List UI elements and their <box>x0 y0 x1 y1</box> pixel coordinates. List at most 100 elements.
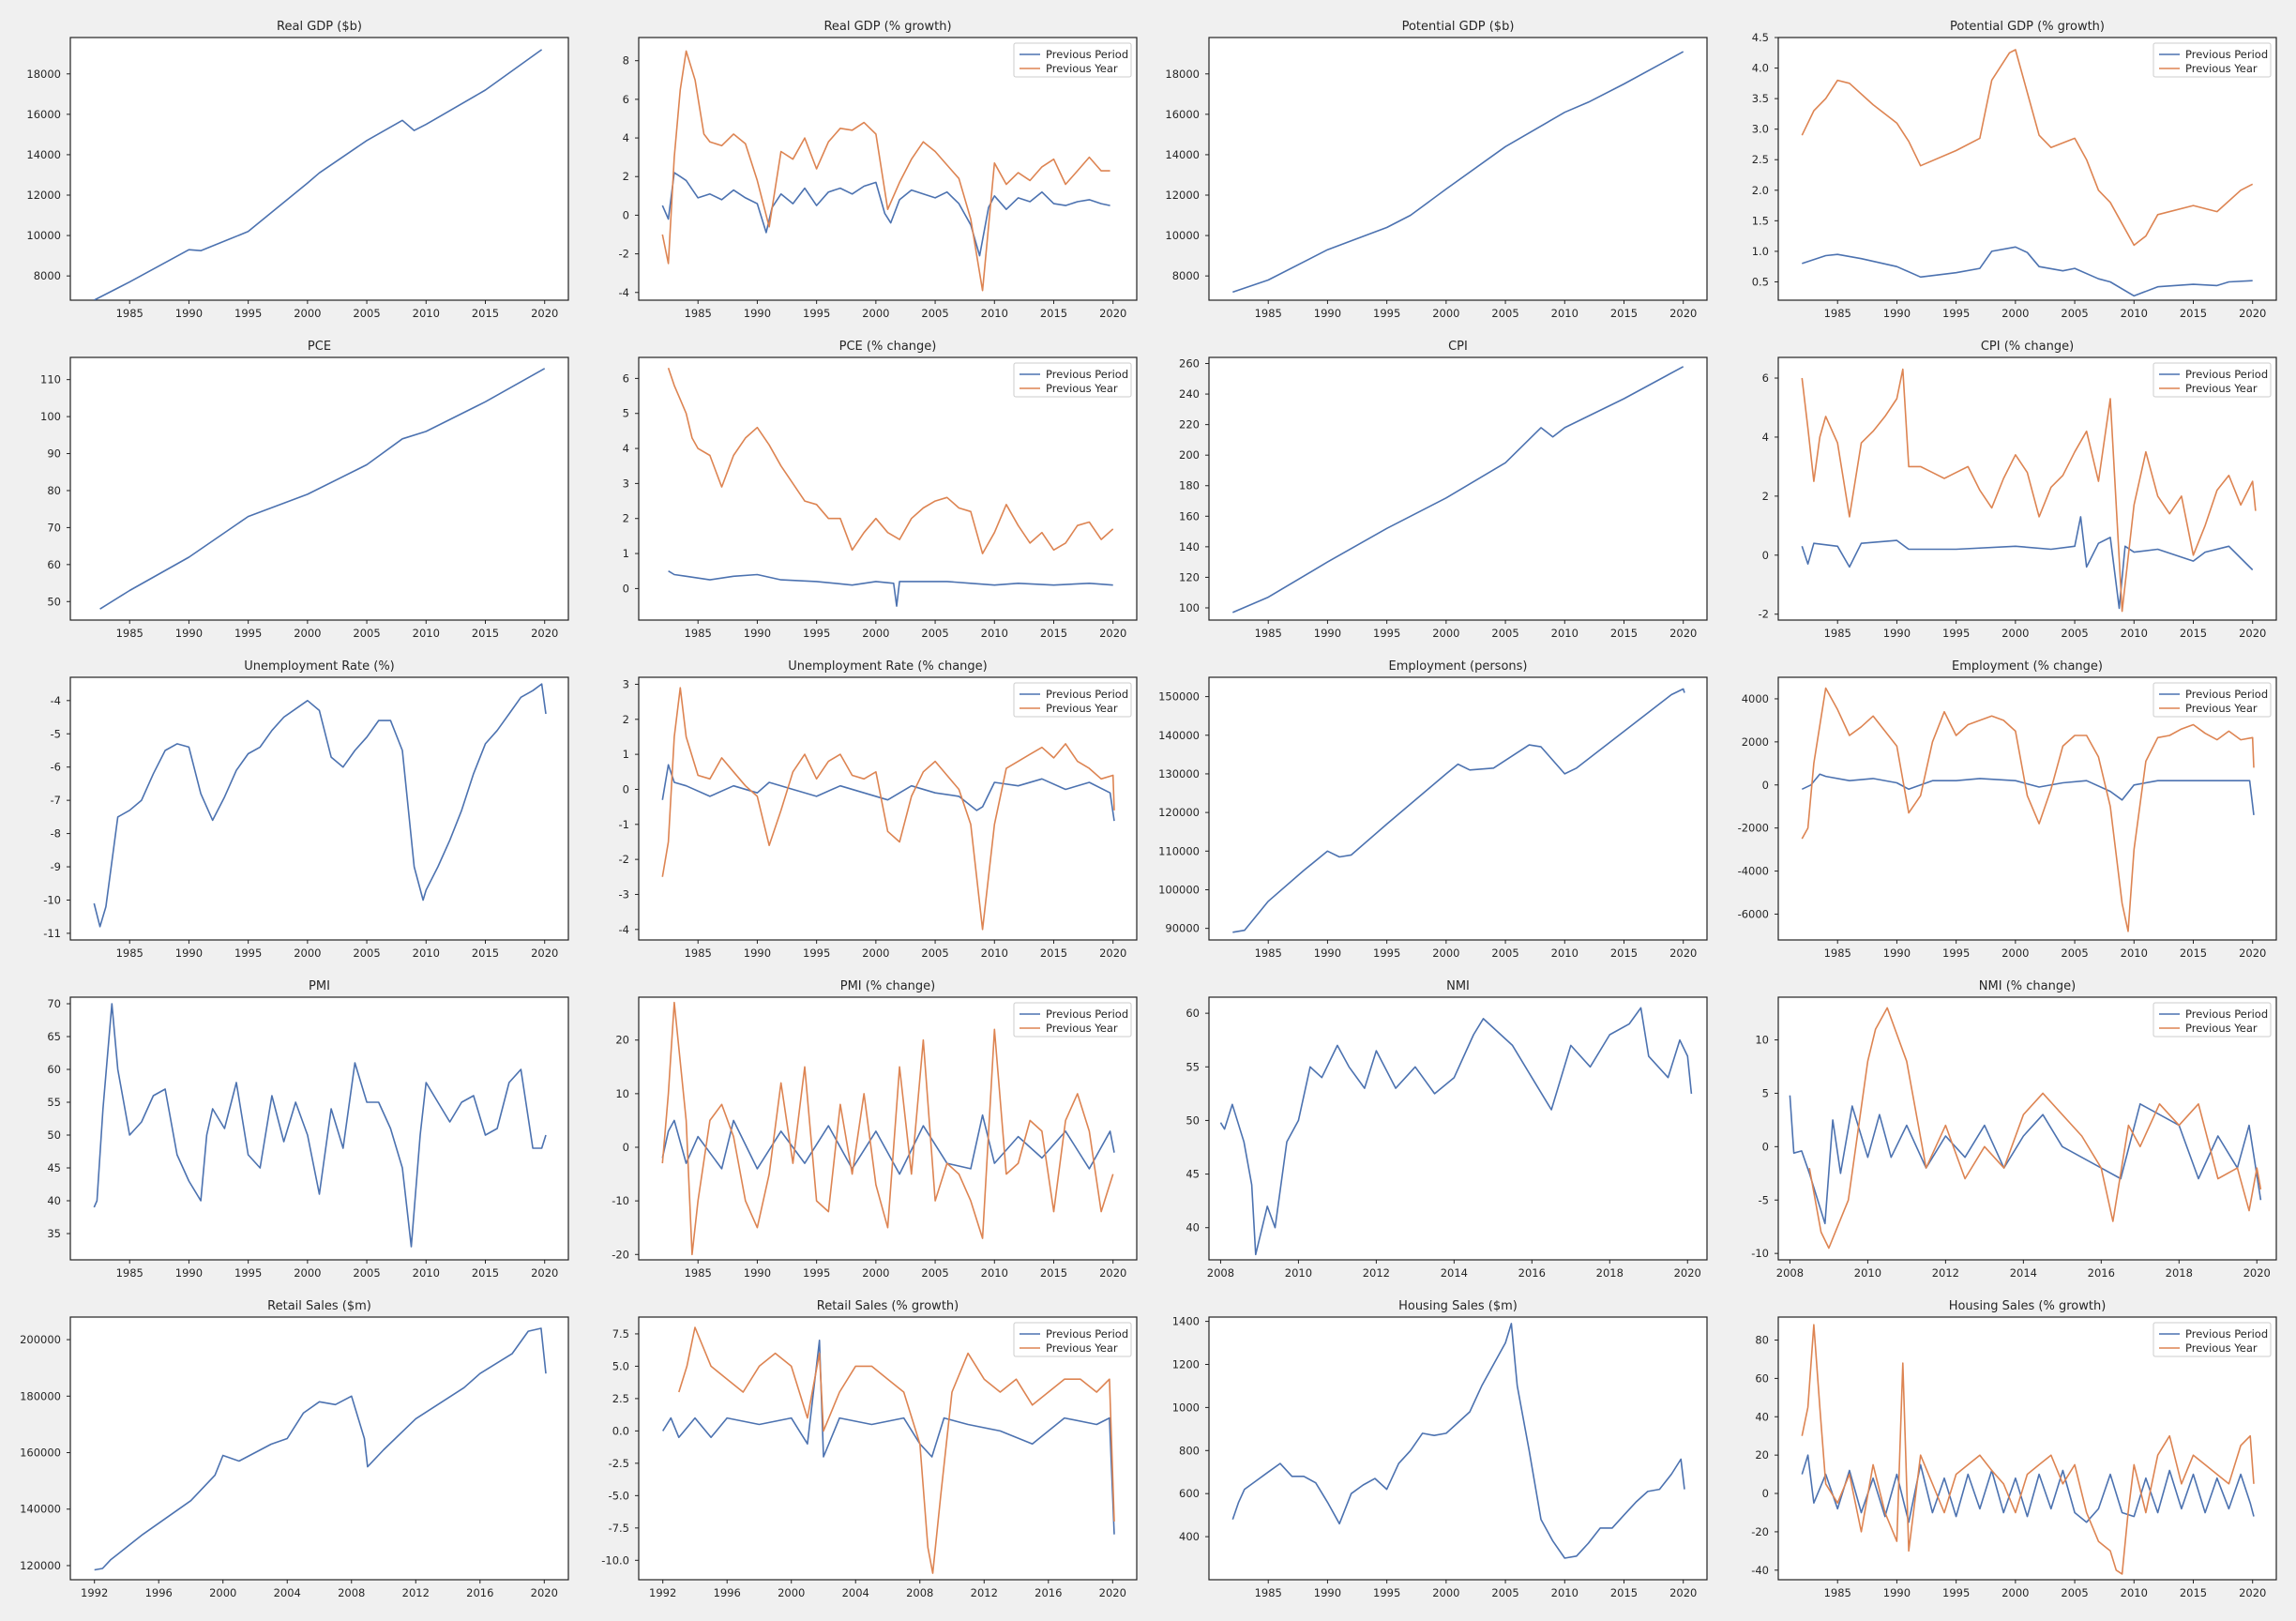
x-tick-label: 2020 <box>531 1586 558 1599</box>
x-tick-label: 2015 <box>1040 1266 1067 1280</box>
series-line <box>661 50 1110 292</box>
y-tick-label: 10 <box>615 1087 629 1100</box>
x-tick-label: 2020 <box>2239 627 2266 640</box>
x-tick-label: 2015 <box>1040 627 1067 640</box>
x-tick-label: 1985 <box>1824 1586 1851 1599</box>
x-tick-label: 2000 <box>294 1266 321 1280</box>
chart-title: Potential GDP (% growth) <box>1950 20 2105 34</box>
chart-panel: Potential GDP (% growth) 1985 1990 1995 2000… <box>1752 20 2277 320</box>
x-tick-label: 2020 <box>2243 1266 2271 1280</box>
y-tick-label: 0.0 <box>612 1424 629 1437</box>
x-tick-label: 1985 <box>685 627 712 640</box>
y-tick-label: 12000 <box>26 189 61 202</box>
x-tick-label: 1990 <box>175 947 203 960</box>
series-line <box>99 368 546 610</box>
y-tick-label: 200000 <box>20 1333 61 1346</box>
x-tick-label: 2015 <box>1610 1586 1638 1599</box>
x-tick-label: 1992 <box>81 1586 108 1599</box>
x-tick-label: 2020 <box>1669 1586 1697 1599</box>
x-tick-label: 2004 <box>842 1586 869 1599</box>
chart-panel: Unemployment Rate (%) 1985 1990 1995 2000 200… <box>43 659 569 960</box>
plot-area <box>1208 1316 1708 1581</box>
x-tick-label: 2016 <box>1518 1266 1546 1280</box>
y-tick-label: 0.5 <box>1752 275 1769 288</box>
y-tick-label: -11 <box>43 927 61 940</box>
y-tick-label: -6000 <box>1738 907 1769 920</box>
x-tick-label: 2008 <box>1207 1266 1234 1280</box>
series-line <box>678 1326 1115 1574</box>
x-tick-label: 2020 <box>1099 947 1126 960</box>
x-tick-label: 2020 <box>531 947 558 960</box>
series-line <box>661 687 1115 931</box>
x-tick-label: 2015 <box>1610 627 1638 640</box>
x-tick-label: 1985 <box>1824 947 1851 960</box>
y-tick-label: 130000 <box>1158 767 1200 780</box>
x-tick-label: 2020 <box>1674 1266 1701 1280</box>
x-tick-label: 2010 <box>981 947 1008 960</box>
y-tick-label: 6 <box>1762 371 1769 385</box>
x-tick-label: 1990 <box>175 1266 203 1280</box>
y-tick-label: 90000 <box>1165 922 1200 935</box>
x-tick-label: 1990 <box>744 307 771 320</box>
legend-label: Previous Period <box>2185 368 2268 381</box>
y-tick-label: 140000 <box>1158 729 1200 742</box>
x-tick-label: 1985 <box>1255 307 1282 320</box>
y-tick-label: 40 <box>47 1194 61 1207</box>
x-tick-label: 1990 <box>744 627 771 640</box>
x-tick-label: 1996 <box>714 1586 741 1599</box>
y-tick-label: 120000 <box>1158 806 1200 819</box>
x-tick-label: 2020 <box>1099 1266 1126 1280</box>
legend-label: Previous Year <box>2185 382 2258 395</box>
x-tick-label: 2015 <box>472 947 499 960</box>
legend-label: Previous Period <box>1046 1327 1128 1341</box>
x-tick-label: 1985 <box>116 947 144 960</box>
y-tick-label: -10 <box>43 893 61 906</box>
chart-panel: Real GDP ($b) 1985 1990 1995 2000 2005 2010 201… <box>26 20 569 320</box>
y-tick-label: 10 <box>1755 1034 1769 1047</box>
chart-title: Retail Sales (% growth) <box>817 1299 959 1313</box>
y-tick-label: 55 <box>47 1096 61 1109</box>
y-tick-label: 60 <box>1186 1007 1200 1020</box>
y-tick-label: -4 <box>619 923 629 936</box>
x-tick-label: 2010 <box>1854 1266 1881 1280</box>
x-tick-label: 1985 <box>685 307 712 320</box>
series-line <box>1801 1324 2255 1575</box>
legend-label: Previous Year <box>1046 702 1118 715</box>
chart-title: PCE <box>308 340 331 354</box>
x-tick-label: 2010 <box>413 307 440 320</box>
series-line <box>1801 773 2255 815</box>
x-tick-label: 1995 <box>803 947 830 960</box>
y-tick-label: 220 <box>1179 418 1200 432</box>
y-tick-label: 2 <box>623 713 629 726</box>
x-tick-label: 2015 <box>1040 307 1067 320</box>
y-tick-label: 12000 <box>1165 189 1200 202</box>
y-tick-label: 50 <box>1186 1113 1200 1127</box>
y-tick-label: 400 <box>1179 1530 1200 1543</box>
x-tick-label: 2000 <box>294 307 321 320</box>
y-tick-label: 0 <box>623 208 629 221</box>
series-line <box>1231 1323 1685 1559</box>
plot-area <box>1777 676 2277 941</box>
x-tick-label: 2008 <box>338 1586 365 1599</box>
x-tick-label: 2015 <box>2180 307 2207 320</box>
x-tick-label: 2015 <box>2180 947 2207 960</box>
series-line <box>661 764 1115 822</box>
series-line <box>1219 1007 1693 1256</box>
y-tick-label: 180000 <box>20 1389 61 1402</box>
x-tick-label: 2008 <box>906 1586 933 1599</box>
chart-title: Employment (persons) <box>1389 659 1528 674</box>
x-tick-label: 2012 <box>402 1586 430 1599</box>
plot-area <box>1777 996 2277 1261</box>
y-tick-label: 4 <box>623 442 629 455</box>
x-tick-label: 1990 <box>175 627 203 640</box>
x-tick-label: 2004 <box>274 1586 301 1599</box>
chart-panel: Housing Sales ($m) 1985 1990 1995 2000 2005 20… <box>1172 1299 1708 1599</box>
x-tick-label: 2010 <box>2121 627 2148 640</box>
x-tick-label: 2000 <box>2001 1586 2029 1599</box>
y-tick-label: 800 <box>1179 1444 1200 1457</box>
chart-title: Housing Sales ($m) <box>1398 1299 1518 1313</box>
x-tick-label: 1990 <box>1883 627 1911 640</box>
x-tick-label: 1990 <box>1883 307 1911 320</box>
